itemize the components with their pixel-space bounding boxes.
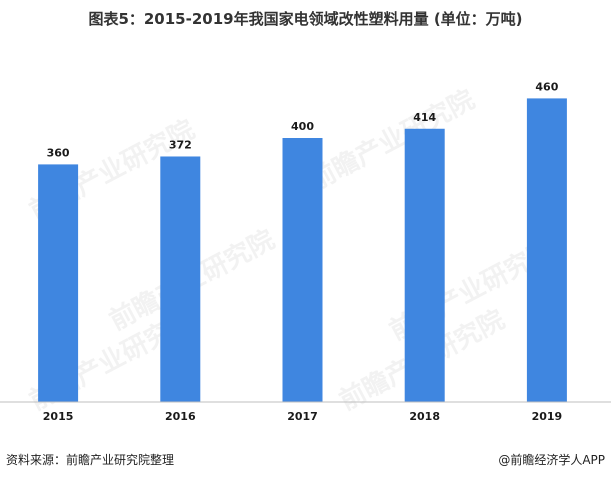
x-tick-label-2016: 2016 bbox=[165, 410, 196, 423]
data-label-2016: 372 bbox=[169, 138, 192, 151]
data-label-2017: 400 bbox=[291, 120, 314, 133]
credit-note: @前瞻经济学人APP bbox=[498, 453, 605, 467]
x-tick-label-2018: 2018 bbox=[409, 410, 440, 423]
data-label-2019: 460 bbox=[535, 80, 558, 93]
bar-2017 bbox=[282, 138, 323, 402]
data-labels-group: 360 372 400 414 460 bbox=[47, 80, 559, 159]
data-label-2015: 360 bbox=[47, 146, 70, 159]
bar-2016 bbox=[160, 156, 201, 402]
x-tick-labels-group: 2015 2016 2017 2018 2019 bbox=[43, 410, 562, 423]
x-tick-label-2019: 2019 bbox=[532, 410, 563, 423]
source-note: 资料来源：前瞻产业研究院整理 bbox=[6, 453, 175, 467]
bar-2019 bbox=[526, 98, 567, 403]
data-label-2018: 414 bbox=[413, 111, 436, 124]
bar-2018 bbox=[404, 128, 445, 402]
bars-group bbox=[38, 98, 567, 403]
bar-2015 bbox=[38, 164, 79, 402]
x-tick-label-2017: 2017 bbox=[287, 410, 318, 423]
x-tick-label-2015: 2015 bbox=[43, 410, 74, 423]
chart-title: 图表5：2015-2019年我国家电领域改性塑料用量 (单位：万吨) bbox=[88, 10, 523, 28]
